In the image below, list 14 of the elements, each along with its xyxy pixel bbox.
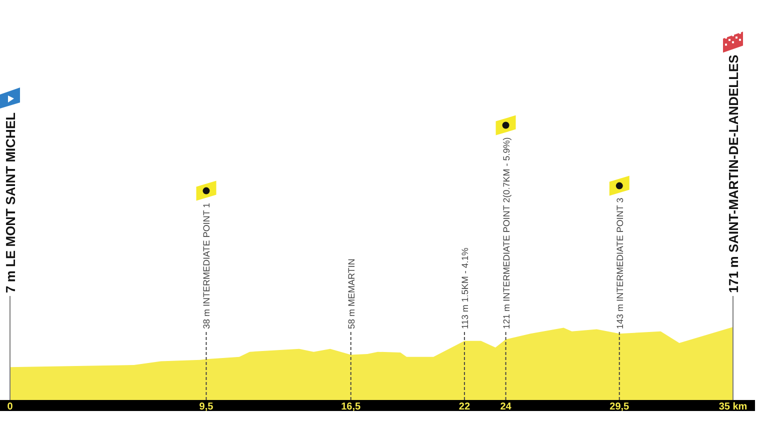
ref-line-label: 38 m INTERMEDIATE POINT 1 <box>202 202 212 329</box>
ref-line-label: 7 m LE MONT SAINT MICHEL <box>3 112 18 293</box>
x-tick-label: 35 km <box>718 402 748 412</box>
x-tick-label: 29,5 <box>610 402 630 412</box>
ref-line-label: 171 m SAINT-MARTIN-DE-LANDELLES <box>726 54 741 293</box>
x-tick-label: 24 <box>500 402 512 412</box>
x-tick-label: 0 <box>7 402 14 412</box>
x-tick-label: 16,5 <box>341 402 362 412</box>
ref-line-label: 113 m 1.5KM - 4.1% <box>460 248 470 329</box>
x-tick-label: 22 <box>458 402 470 412</box>
ref-line-label: 58 m MEMARTIN <box>346 258 356 329</box>
x-tick-label: 9,5 <box>199 402 214 412</box>
ref-line-label: 121 m INTERMEDIATE POINT 2(0.7KM - 5.9%) <box>501 137 512 329</box>
ref-line-label: 143 m INTERMEDIATE POINT 3 <box>614 198 625 329</box>
